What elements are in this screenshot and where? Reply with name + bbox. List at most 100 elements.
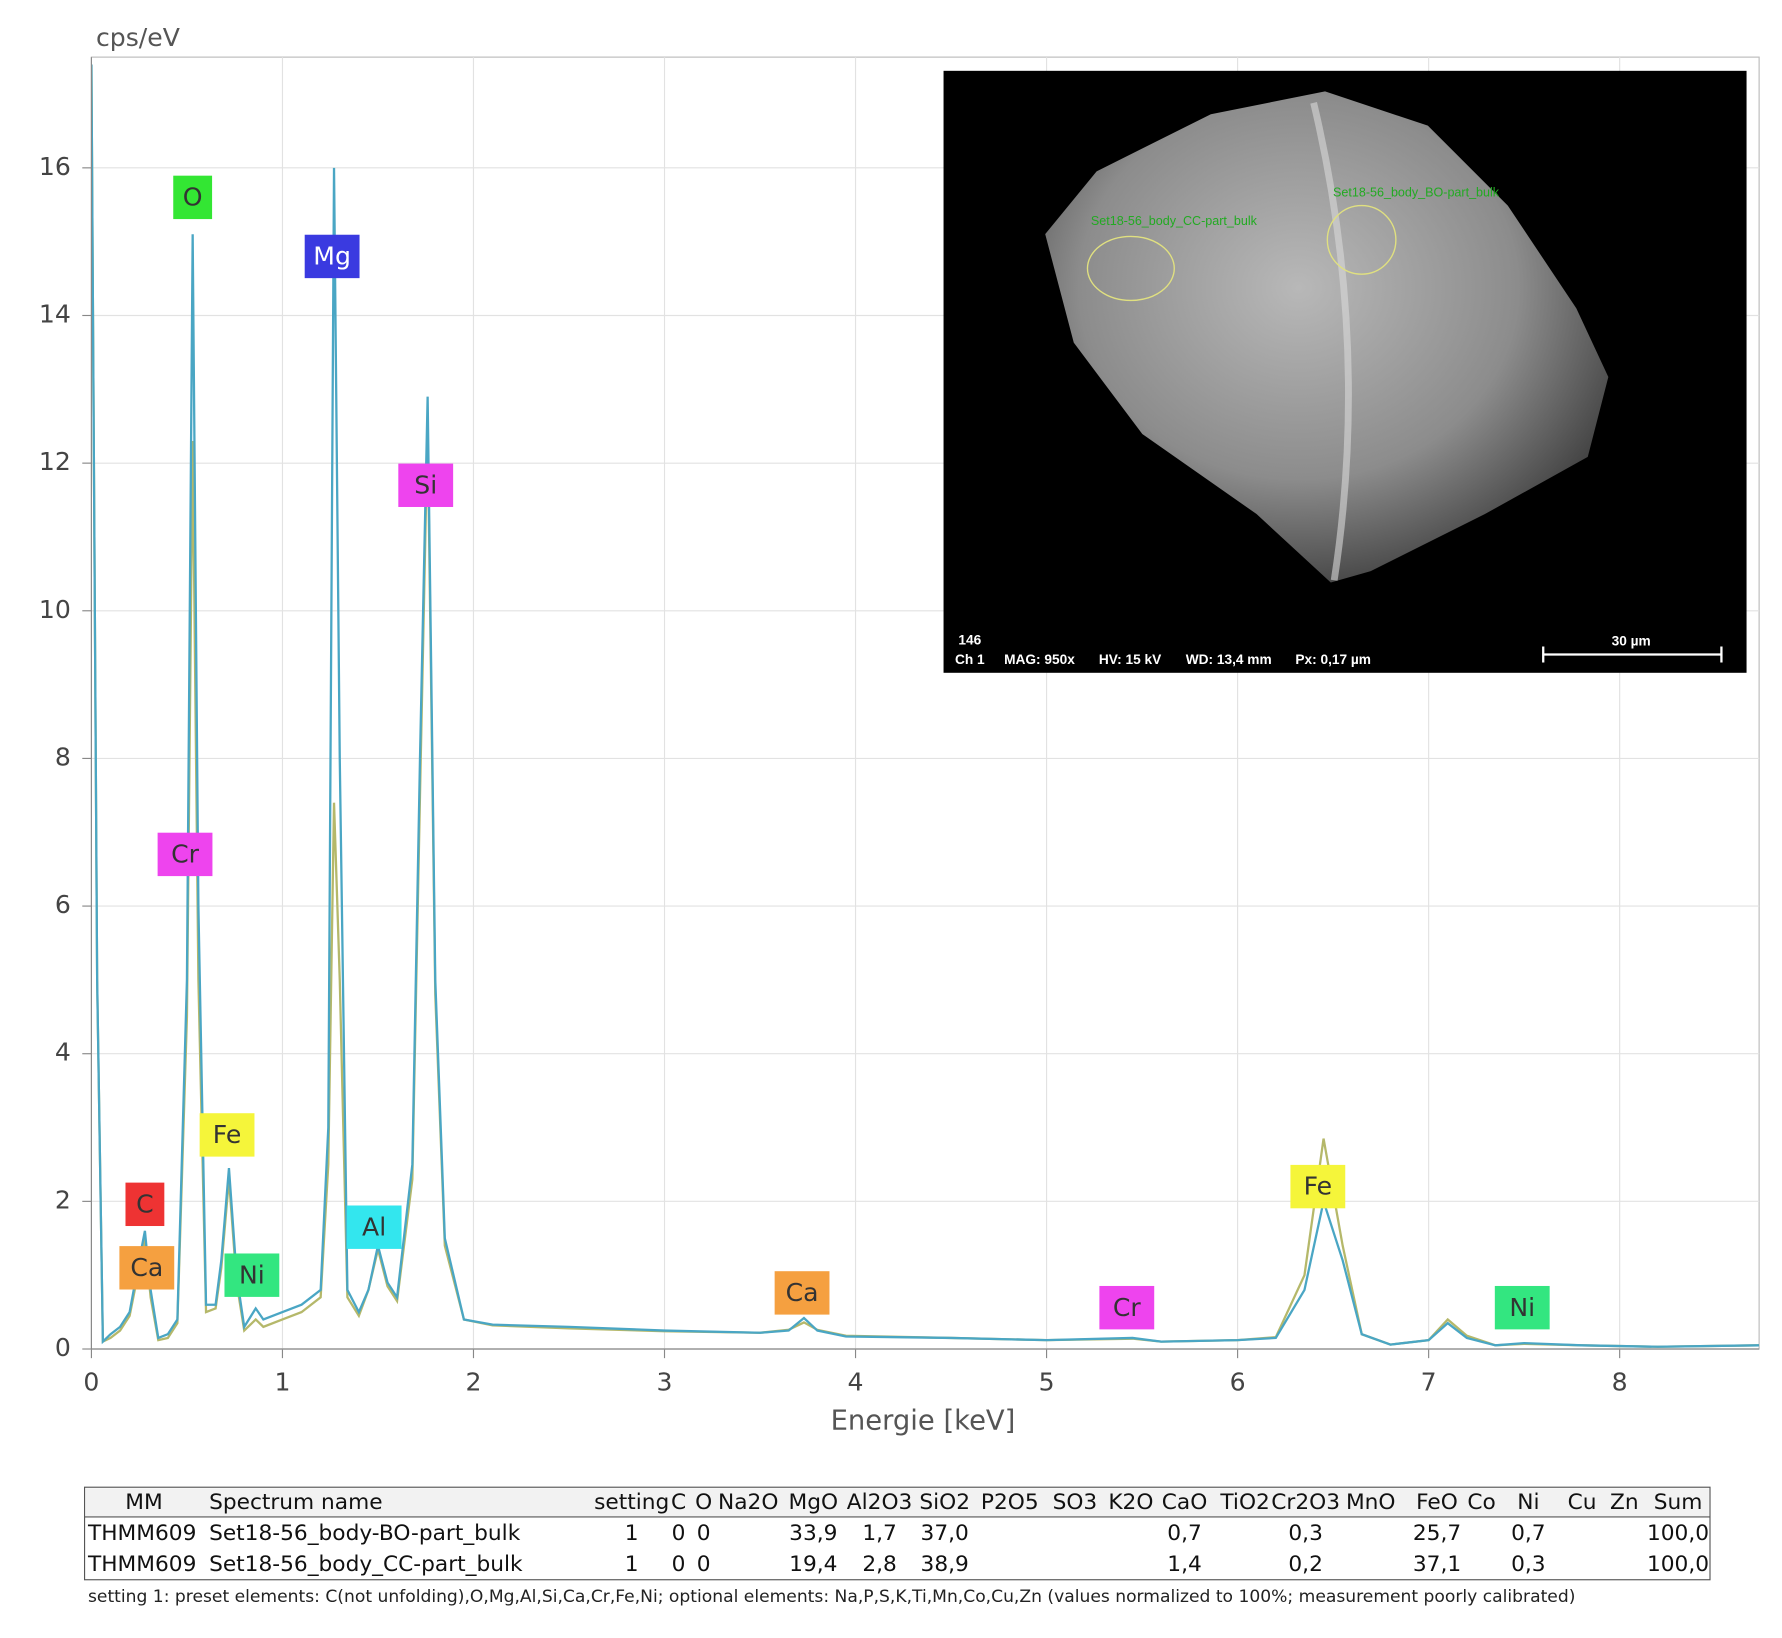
table-cell: 1 <box>625 1552 639 1577</box>
table-header: Cu <box>1568 1490 1597 1515</box>
info-text: MAG: 950x <box>1004 652 1075 667</box>
table-cell: 1 <box>625 1521 639 1546</box>
element-label-box <box>1290 1164 1346 1209</box>
table-cell: 0,2 <box>1288 1552 1322 1577</box>
element-label: Si <box>414 470 437 499</box>
region-label: Set18-56_body_CC-part_bulk <box>1091 214 1258 228</box>
y-tick-label: 14 <box>39 299 71 328</box>
element-label-box <box>119 1246 175 1290</box>
element-label-box <box>199 1113 255 1157</box>
table-header: Al2O3 <box>847 1490 913 1515</box>
info-text: HV: 15 kV <box>1099 652 1162 667</box>
table-header: K2O <box>1108 1490 1153 1515</box>
y-tick-label: 6 <box>55 890 71 919</box>
x-tick-label: 6 <box>1230 1367 1246 1396</box>
y-tick-label: 8 <box>55 742 71 771</box>
table-header: setting <box>594 1490 669 1515</box>
x-tick-label: 2 <box>465 1367 481 1396</box>
table-cell: 37,1 <box>1413 1552 1461 1577</box>
element-label-box <box>774 1271 830 1315</box>
table-cell: Set18-56_body-BO-part_bulk <box>209 1521 521 1546</box>
y-tick-label: 10 <box>39 595 71 624</box>
element-label-box <box>157 832 213 877</box>
element-label: Al <box>362 1212 386 1241</box>
element-label: Cr <box>1113 1293 1142 1322</box>
x-tick-label: 5 <box>1039 1367 1055 1396</box>
table-cell: 0 <box>697 1552 711 1577</box>
element-label: Mg <box>313 242 351 271</box>
element-label: Ni <box>1509 1293 1535 1322</box>
table-header: MM <box>125 1490 162 1515</box>
table-header: Ni <box>1517 1490 1539 1515</box>
table-header: Cr2O3 <box>1271 1490 1340 1515</box>
x-tick-label: 1 <box>274 1367 290 1396</box>
table-header: FeO <box>1416 1490 1458 1515</box>
info-text: Ch 1 <box>955 652 985 667</box>
x-tick-label: 4 <box>848 1367 864 1396</box>
table-header: Na2O <box>718 1490 778 1515</box>
table-cell: 0,7 <box>1511 1521 1545 1546</box>
x-tick-label: 7 <box>1421 1367 1437 1396</box>
table-header: O <box>695 1490 712 1515</box>
table-header: Spectrum name <box>209 1490 383 1515</box>
element-label-box <box>346 1205 402 1249</box>
region-marker <box>1326 204 1397 275</box>
element-label: Fe <box>213 1120 242 1149</box>
element-label-box <box>125 1182 165 1227</box>
sem-image: Set18-56_body_CC-part_bulk Set18-56_body… <box>943 70 1747 673</box>
table-cell: THMM609 <box>87 1521 196 1546</box>
table-cell: 1,7 <box>862 1521 897 1546</box>
table-cell: 0,3 <box>1288 1521 1322 1546</box>
region-label: Set18-56_body_BO-part_bulk <box>1333 185 1500 199</box>
y-tick-label: 0 <box>55 1333 71 1362</box>
x-tick-label: 0 <box>83 1367 99 1396</box>
element-label-box <box>173 175 213 220</box>
element-label-box <box>1494 1285 1550 1330</box>
element-label: C <box>136 1189 154 1218</box>
table-cell: 2,8 <box>862 1552 897 1577</box>
y-axis-title: cps/eV <box>96 23 180 52</box>
spectrum-line <box>91 64 1760 1348</box>
y-tick-label: 12 <box>39 447 71 476</box>
info-text: Px: 0,17 µm <box>1295 652 1371 667</box>
table-cell: 1,4 <box>1167 1552 1202 1577</box>
table-header: SO3 <box>1053 1490 1098 1515</box>
info-text: WD: 13,4 mm <box>1186 652 1272 667</box>
table-cell: 0 <box>672 1552 686 1577</box>
scale-bar <box>1542 646 1723 663</box>
table-header: Zn <box>1610 1490 1639 1515</box>
element-label: Ca <box>786 1278 819 1307</box>
element-label-box <box>224 1253 280 1297</box>
element-label: O <box>183 183 203 212</box>
y-tick-label: 2 <box>55 1185 71 1214</box>
element-label: Ca <box>130 1253 163 1282</box>
table-header-bg <box>85 1488 1709 1517</box>
element-label: Ni <box>239 1260 265 1289</box>
y-tick-label: 4 <box>55 1038 71 1067</box>
table-cell: 38,9 <box>921 1552 969 1577</box>
table-header: TiO2 <box>1219 1490 1269 1515</box>
scale-bar-label: 30 µm <box>1612 634 1651 649</box>
table-cell: 25,7 <box>1413 1521 1461 1546</box>
element-label: Fe <box>1304 1172 1333 1201</box>
x-axis-title: Energie [keV] <box>831 1406 1016 1437</box>
particle <box>1045 91 1609 583</box>
table-cell: 0 <box>672 1521 686 1546</box>
y-tick-label: 16 <box>39 152 71 181</box>
element-label-box <box>304 234 360 279</box>
table-cell: 100,0 <box>1647 1521 1709 1546</box>
table-cell: 100,0 <box>1647 1552 1709 1577</box>
table-cell: 0,3 <box>1511 1552 1545 1577</box>
particle-ridge <box>1310 102 1352 581</box>
table-cell: 19,4 <box>789 1552 837 1577</box>
x-tick-label: 3 <box>657 1367 673 1396</box>
table-header: Sum <box>1654 1490 1703 1515</box>
element-label-box <box>1099 1285 1155 1330</box>
table-cell: 33,9 <box>789 1521 837 1546</box>
x-tick-label: 8 <box>1612 1367 1628 1396</box>
table-header: MnO <box>1346 1490 1396 1515</box>
info-text: 146 <box>958 632 981 647</box>
table-header: MgO <box>789 1490 839 1515</box>
